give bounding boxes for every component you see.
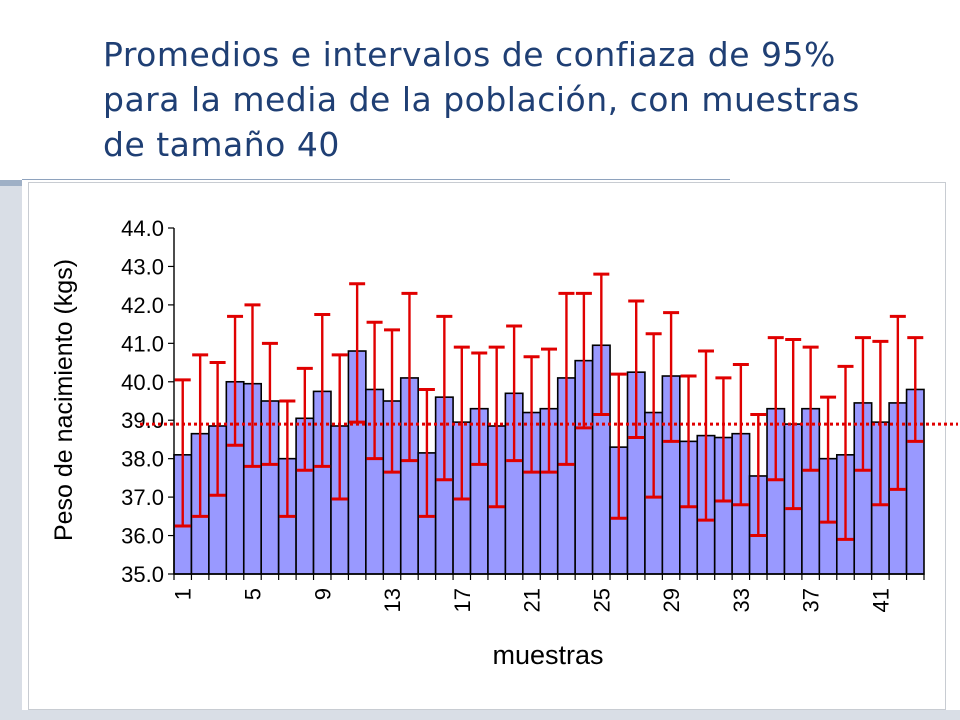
- bar-series: [173, 344, 925, 575]
- error-bar-4: [227, 314, 244, 447]
- y-tick-label: 39.0: [121, 408, 164, 433]
- x-tick-label: 17: [450, 588, 475, 612]
- x-tick-label: 21: [520, 588, 545, 612]
- error-bar-35: [767, 336, 784, 482]
- title-divider: [22, 179, 730, 180]
- x-tick-label: 37: [799, 588, 824, 612]
- error-bar-7: [279, 399, 296, 518]
- error-bar-40: [854, 336, 871, 472]
- error-bar-17: [453, 345, 470, 501]
- error-bar-8: [296, 366, 313, 472]
- error-bar-30: [680, 374, 697, 509]
- x-tick-label: 1: [171, 588, 196, 600]
- x-tick-label: 41: [868, 588, 893, 612]
- y-tick-label: 41.0: [121, 331, 164, 356]
- left-band-marker: [0, 180, 22, 186]
- error-bar-5: [244, 303, 261, 468]
- error-bar-39: [837, 364, 854, 541]
- error-bar-31: [697, 349, 714, 522]
- x-tick-label: 5: [240, 588, 265, 600]
- error-bar-37: [802, 345, 819, 472]
- error-bar-32: [715, 376, 732, 503]
- error-bar-20: [506, 324, 523, 463]
- error-bar-1: [174, 378, 191, 528]
- error-bar-19: [488, 345, 505, 509]
- error-bar-2: [192, 353, 209, 518]
- error-bar-24: [575, 291, 592, 430]
- error-bar-9: [314, 313, 331, 468]
- y-tick-label: 42.0: [121, 293, 164, 318]
- y-tick-label: 36.0: [121, 524, 164, 549]
- y-axis-title: Peso de nacimiento (kgs): [50, 259, 78, 541]
- x-axis-title: muestras: [492, 640, 603, 670]
- error-bar-series: [174, 272, 924, 541]
- y-tick-label: 40.0: [121, 370, 164, 395]
- error-bar-6: [261, 341, 278, 466]
- error-bar-14: [401, 291, 418, 463]
- title-line-3: de tamaño 40: [103, 125, 340, 164]
- error-bar-42: [889, 314, 906, 491]
- error-bar-25: [593, 272, 610, 416]
- y-tick-label: 43.0: [121, 254, 164, 279]
- x-tick-label: 9: [310, 588, 335, 600]
- error-bar-23: [558, 291, 575, 466]
- error-bar-18: [471, 351, 488, 466]
- error-bar-15: [418, 387, 435, 518]
- error-bar-29: [663, 311, 680, 443]
- axes: [173, 228, 925, 580]
- error-bar-28: [645, 332, 662, 499]
- y-axis-ticks: 35.0 36.0 37.0 38.0 39.0 40.0 41.0 42.0 43.0 44.0: [121, 216, 174, 587]
- bottom-decoration-band: [22, 710, 960, 720]
- y-tick-label: 35.0: [121, 562, 164, 587]
- error-bar-36: [785, 337, 802, 511]
- left-decoration-band: [0, 180, 22, 720]
- error-bar-38: [820, 395, 837, 524]
- error-bar-21: [523, 355, 540, 474]
- error-bar-13: [384, 328, 401, 474]
- error-bar-26: [610, 372, 627, 520]
- error-bar-27: [628, 299, 645, 440]
- error-bar-33: [732, 362, 749, 507]
- error-bar-10: [331, 353, 348, 501]
- x-tick-label: 13: [380, 588, 405, 612]
- slide-title: Promedios e intervalos de confiaza de 95…: [103, 32, 943, 167]
- x-tick-label: 33: [729, 588, 754, 612]
- y-tick-label: 38.0: [121, 447, 164, 472]
- title-line-1: Promedios e intervalos de confiaza de 95…: [103, 35, 836, 74]
- y-tick-label: 37.0: [121, 485, 164, 510]
- x-tick-label: 25: [589, 588, 614, 612]
- error-bar-3: [209, 361, 226, 497]
- x-tick-label: 29: [659, 588, 684, 612]
- error-bar-12: [366, 320, 383, 461]
- error-bar-11: [349, 282, 366, 424]
- x-axis-tick-labels: 1 5 9 13 17 21 25 29 33 37 41: [171, 588, 894, 612]
- error-bar-34: [750, 412, 767, 538]
- title-line-2: para la media de la población, con muest…: [103, 80, 860, 119]
- error-bar-22: [541, 347, 557, 474]
- y-tick-label: 44.0: [121, 216, 164, 241]
- error-bar-16: [436, 314, 453, 482]
